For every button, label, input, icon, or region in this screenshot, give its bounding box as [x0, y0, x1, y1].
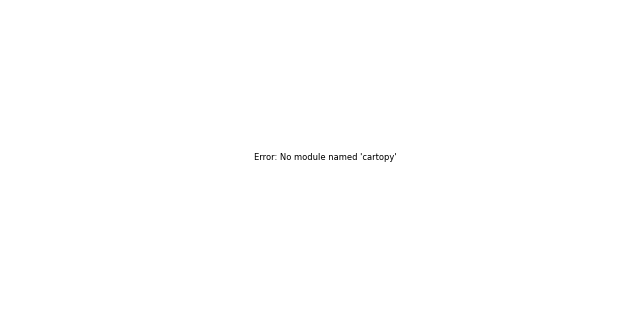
- Text: Error: No module named 'cartopy': Error: No module named 'cartopy': [254, 153, 396, 161]
